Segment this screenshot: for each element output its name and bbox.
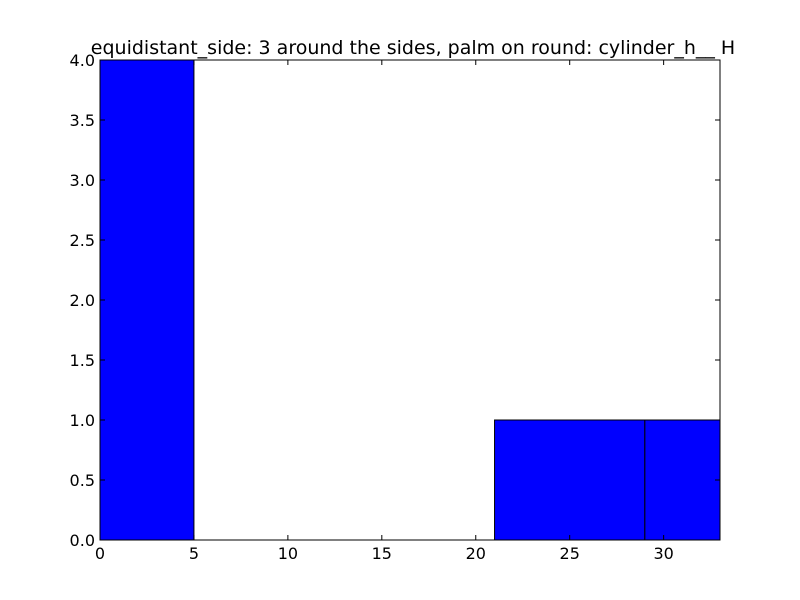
ticks-group: 0 5 10 15 20 25 30 0.0 0.5 1.0 1.5 2.0 2.5 3.0 3.5 4.0 xyxy=(70,51,720,563)
y-tick-label: 1.0 xyxy=(70,411,95,430)
y-tick-label: 1.5 xyxy=(70,351,95,370)
x-tick-label: 25 xyxy=(560,544,580,563)
y-tick-label: 3.0 xyxy=(70,171,95,190)
x-tick-label: 10 xyxy=(278,544,298,563)
x-tick-label: 20 xyxy=(466,544,486,563)
y-tick-label: 4.0 xyxy=(70,51,95,70)
x-tick-label: 5 xyxy=(189,544,199,563)
y-tick-label: 2.0 xyxy=(70,291,95,310)
x-tick-label: 15 xyxy=(372,544,392,563)
y-tick-label: 2.5 xyxy=(70,231,95,250)
bars-group xyxy=(99,59,721,541)
y-tick-label: 0.0 xyxy=(70,531,95,550)
histogram-bar-2 xyxy=(494,419,646,541)
histogram-bar-1 xyxy=(99,59,195,541)
x-tick-label: 30 xyxy=(653,544,673,563)
chart-title: equidistant_side: 3 around the sides, pa… xyxy=(91,37,735,59)
y-tick-label: 3.5 xyxy=(70,111,95,130)
histogram-bar-3 xyxy=(644,419,721,541)
x-tick-label: 0 xyxy=(95,544,105,563)
y-tick-label: 0.5 xyxy=(70,471,95,490)
